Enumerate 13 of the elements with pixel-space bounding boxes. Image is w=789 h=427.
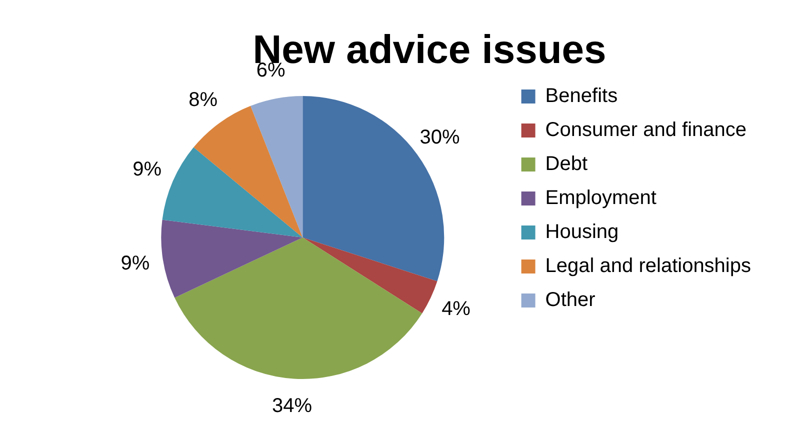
legend-label: Employment	[545, 187, 657, 210]
legend-label: Legal and relationships	[545, 255, 751, 278]
data-label: 4%	[442, 298, 471, 320]
data-label: 30%	[420, 126, 460, 148]
data-label: 9%	[120, 252, 150, 275]
data-label: 8%	[188, 88, 218, 111]
legend-label: Debt	[545, 153, 588, 176]
legend-label: Housing	[545, 221, 619, 244]
data-label: 34%	[272, 395, 312, 418]
legend-label: Benefits	[545, 85, 618, 108]
data-label: 9%	[132, 158, 162, 181]
legend-label: Consumer and finance	[545, 119, 747, 142]
legend-label: Other	[545, 289, 596, 312]
